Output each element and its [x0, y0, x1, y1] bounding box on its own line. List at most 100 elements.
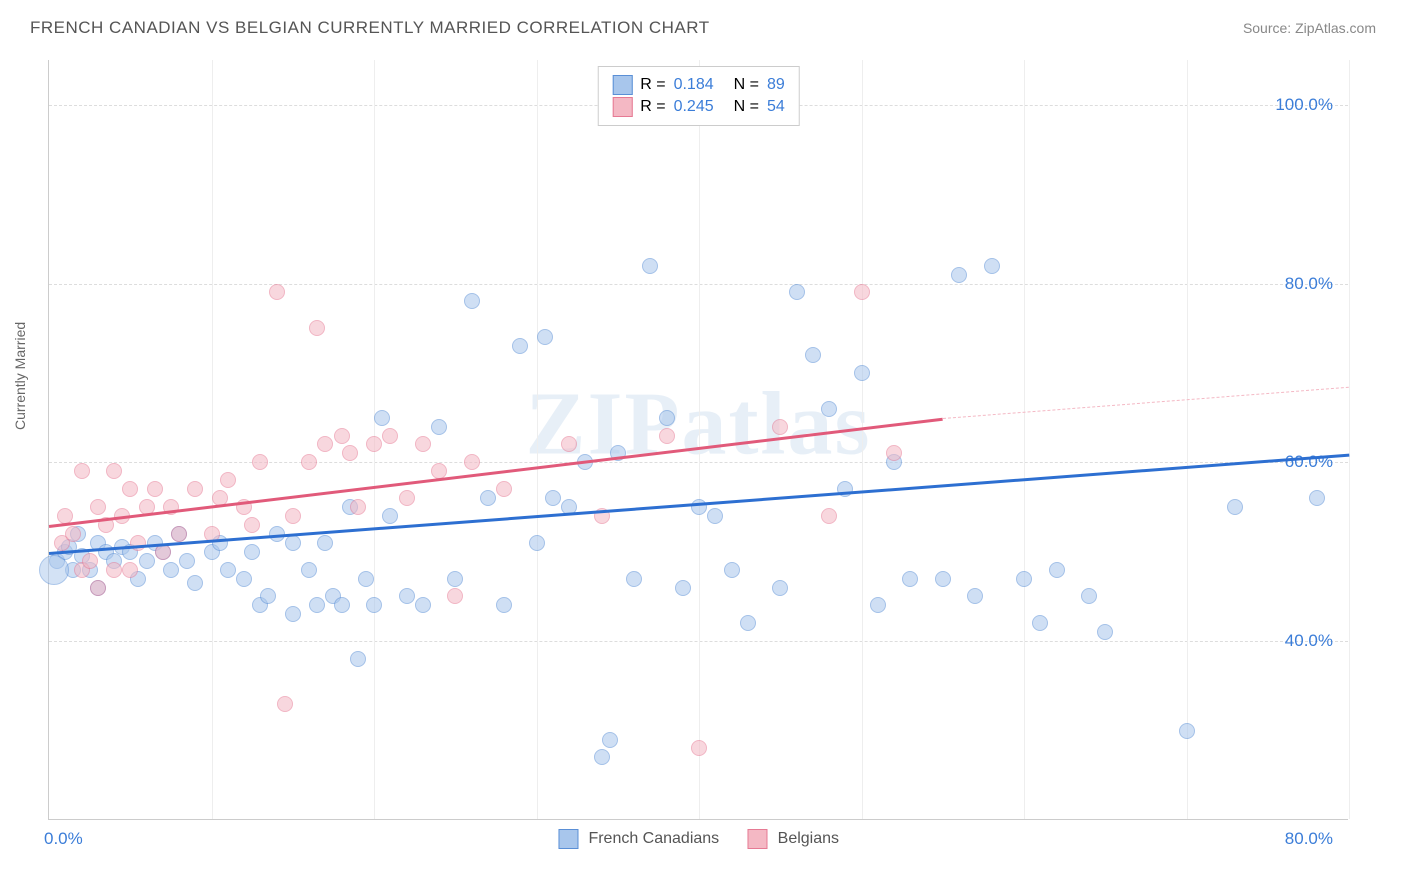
scatter-point [187, 575, 203, 591]
scatter-point [967, 588, 983, 604]
scatter-point [1016, 571, 1032, 587]
scatter-point [220, 562, 236, 578]
scatter-point [496, 481, 512, 497]
legend-swatch-blue [612, 75, 632, 95]
scatter-point [366, 597, 382, 613]
scatter-point [90, 499, 106, 515]
scatter-point [870, 597, 886, 613]
scatter-point [244, 517, 260, 533]
scatter-point [464, 293, 480, 309]
n-label: N = [734, 98, 759, 116]
scatter-point [602, 732, 618, 748]
scatter-point [90, 580, 106, 596]
x-tick-max: 80.0% [1285, 829, 1333, 849]
scatter-point [350, 499, 366, 515]
scatter-point [1227, 499, 1243, 515]
scatter-point [358, 571, 374, 587]
legend-item-2: Belgians [747, 829, 839, 849]
scatter-point [334, 428, 350, 444]
scatter-point [886, 445, 902, 461]
source-label: Source: ZipAtlas.com [1243, 20, 1376, 36]
regression-line [943, 386, 1349, 418]
scatter-point [821, 508, 837, 524]
scatter-point [285, 606, 301, 622]
scatter-point [789, 284, 805, 300]
scatter-point [512, 338, 528, 354]
n-value-1: 89 [767, 76, 785, 94]
regression-line [49, 418, 943, 528]
legend-row-2: R = 0.245 N = 54 [612, 97, 785, 117]
r-label: R = [640, 76, 665, 94]
scatter-point [334, 597, 350, 613]
scatter-point [740, 615, 756, 631]
scatter-point [301, 562, 317, 578]
scatter-point [236, 571, 252, 587]
scatter-point [659, 410, 675, 426]
scatter-point [691, 740, 707, 756]
scatter-point [984, 258, 1000, 274]
grid-line-v [1187, 60, 1188, 819]
chart-title: FRENCH CANADIAN VS BELGIAN CURRENTLY MAR… [30, 18, 710, 38]
n-value-2: 54 [767, 98, 785, 116]
scatter-point-large [39, 555, 69, 585]
scatter-point [301, 454, 317, 470]
scatter-point [447, 588, 463, 604]
scatter-point [399, 490, 415, 506]
scatter-point [1179, 723, 1195, 739]
scatter-point [65, 526, 81, 542]
scatter-point [821, 401, 837, 417]
scatter-point [724, 562, 740, 578]
scatter-point [269, 284, 285, 300]
scatter-point [382, 428, 398, 444]
scatter-point [309, 320, 325, 336]
scatter-point [366, 436, 382, 452]
scatter-point [675, 580, 691, 596]
scatter-point [122, 562, 138, 578]
scatter-point [1049, 562, 1065, 578]
y-tick-label: 100.0% [1275, 95, 1333, 115]
scatter-point [854, 284, 870, 300]
r-value-1: 0.184 [674, 76, 714, 94]
scatter-point [772, 580, 788, 596]
scatter-point [1097, 624, 1113, 640]
scatter-point [309, 597, 325, 613]
scatter-point [260, 588, 276, 604]
legend-item-1: French Canadians [558, 829, 719, 849]
scatter-point [147, 481, 163, 497]
r-value-2: 0.245 [674, 98, 714, 116]
scatter-point [220, 472, 236, 488]
scatter-point [480, 490, 496, 506]
legend-label-2: Belgians [778, 830, 839, 847]
scatter-point [1032, 615, 1048, 631]
scatter-point [139, 553, 155, 569]
scatter-point [1081, 588, 1097, 604]
scatter-point [431, 419, 447, 435]
scatter-point [74, 463, 90, 479]
scatter-point [342, 445, 358, 461]
scatter-point [902, 571, 918, 587]
grid-line-v [699, 60, 700, 819]
grid-line-v [537, 60, 538, 819]
scatter-point [277, 696, 293, 712]
scatter-point [252, 454, 268, 470]
scatter-point [447, 571, 463, 587]
scatter-point [285, 535, 301, 551]
legend-row-1: R = 0.184 N = 89 [612, 75, 785, 95]
scatter-point [179, 553, 195, 569]
scatter-point [642, 258, 658, 274]
n-label: N = [734, 76, 759, 94]
y-tick-label: 80.0% [1285, 274, 1333, 294]
scatter-point [545, 490, 561, 506]
scatter-point [399, 588, 415, 604]
scatter-point [106, 562, 122, 578]
x-tick-min: 0.0% [44, 829, 83, 849]
scatter-point [594, 749, 610, 765]
scatter-point [415, 597, 431, 613]
grid-line-v [862, 60, 863, 819]
scatter-point [561, 436, 577, 452]
scatter-point [187, 481, 203, 497]
scatter-point [935, 571, 951, 587]
grid-line-v [1024, 60, 1025, 819]
grid-line-v [212, 60, 213, 819]
scatter-point [122, 481, 138, 497]
